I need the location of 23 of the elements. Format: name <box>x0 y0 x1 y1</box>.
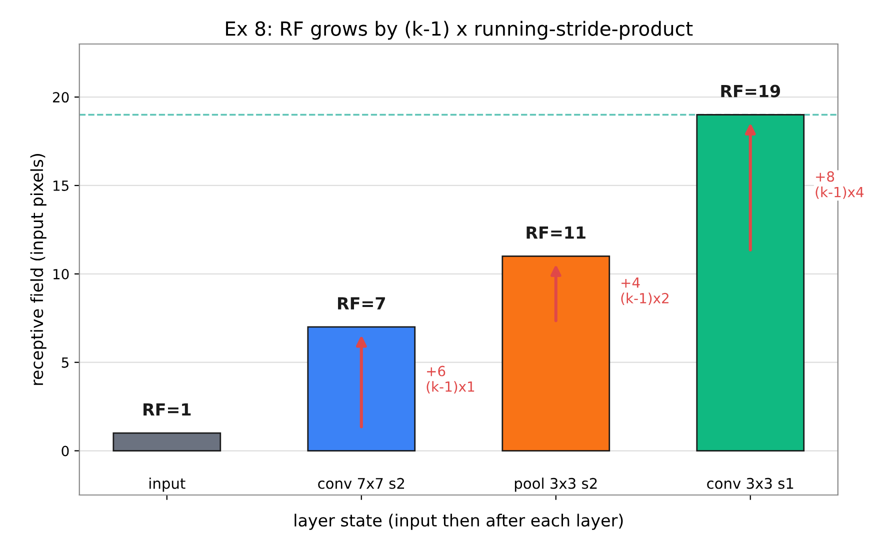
data-label: RF=7 <box>338 297 385 310</box>
y-tick-label: 15 <box>54 180 68 191</box>
x-tick-label: input <box>150 478 186 492</box>
bar <box>307 326 416 452</box>
data-label: RF=11 <box>526 226 586 239</box>
y-axis-title: receptive field (input pixels) <box>30 154 46 385</box>
chart-title: Ex 8: RF grows by (k-1) x running-stride-product <box>226 20 693 40</box>
y-tick-label: 20 <box>53 92 69 103</box>
y-tick-label: 10 <box>54 268 69 280</box>
x-tick-label: pool 3x3 s2 <box>514 478 597 492</box>
bar <box>696 114 805 452</box>
bar <box>502 256 610 452</box>
annotation: +4 (k-1)x2 <box>621 278 668 306</box>
annotation: +6 (k-1)x1 <box>426 366 474 394</box>
x-tick-label: conv 7x7 s2 <box>318 478 404 489</box>
y-tick-label: 0 <box>62 446 69 456</box>
x-axis-title: layer state (input then after each layer) <box>294 514 623 530</box>
data-label: RF=19 <box>721 84 780 98</box>
x-tick-label: conv 3x3 s1 <box>707 478 794 489</box>
data-label: RF=1 <box>144 403 191 416</box>
y-tick-label: 5 <box>62 358 68 368</box>
bar <box>112 432 222 452</box>
annotation: +8 (k-1)x4 <box>816 171 864 199</box>
